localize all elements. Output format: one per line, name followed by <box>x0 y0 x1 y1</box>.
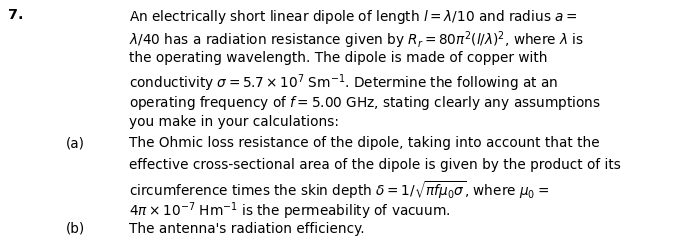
Text: operating frequency of $f = 5.00$ GHz, stating clearly any assumptions: operating frequency of $f = 5.00$ GHz, s… <box>129 94 601 112</box>
Text: An electrically short linear dipole of length $l = \lambda/10$ and radius $a =$: An electrically short linear dipole of l… <box>129 8 578 27</box>
Text: effective cross-sectional area of the dipole is given by the product of its: effective cross-sectional area of the di… <box>129 158 621 172</box>
Text: (b): (b) <box>66 222 86 236</box>
Text: $\lambda/40$ has a radiation resistance given by $R_r = 80\pi^2(l/\lambda)^2$, w: $\lambda/40$ has a radiation resistance … <box>129 30 584 51</box>
Text: the operating wavelength. The dipole is made of copper with: the operating wavelength. The dipole is … <box>129 51 548 65</box>
Text: 7.: 7. <box>8 8 24 22</box>
Text: circumference times the skin depth $\delta = 1/\sqrt{\pi f \mu_0 \sigma}$, where: circumference times the skin depth $\del… <box>129 179 549 201</box>
Text: you make in your calculations:: you make in your calculations: <box>129 115 339 129</box>
Text: $4\pi \times 10^{-7}$ Hm$^{-1}$ is the permeability of vacuum.: $4\pi \times 10^{-7}$ Hm$^{-1}$ is the p… <box>129 201 450 222</box>
Text: conductivity $\sigma = 5.7 \times 10^7$ Sm$^{-1}$. Determine the following at an: conductivity $\sigma = 5.7 \times 10^7$ … <box>129 72 558 94</box>
Text: The Ohmic loss resistance of the dipole, taking into account that the: The Ohmic loss resistance of the dipole,… <box>129 136 600 150</box>
Text: The antenna's radiation efficiency.: The antenna's radiation efficiency. <box>129 222 365 236</box>
Text: (a): (a) <box>66 136 85 150</box>
